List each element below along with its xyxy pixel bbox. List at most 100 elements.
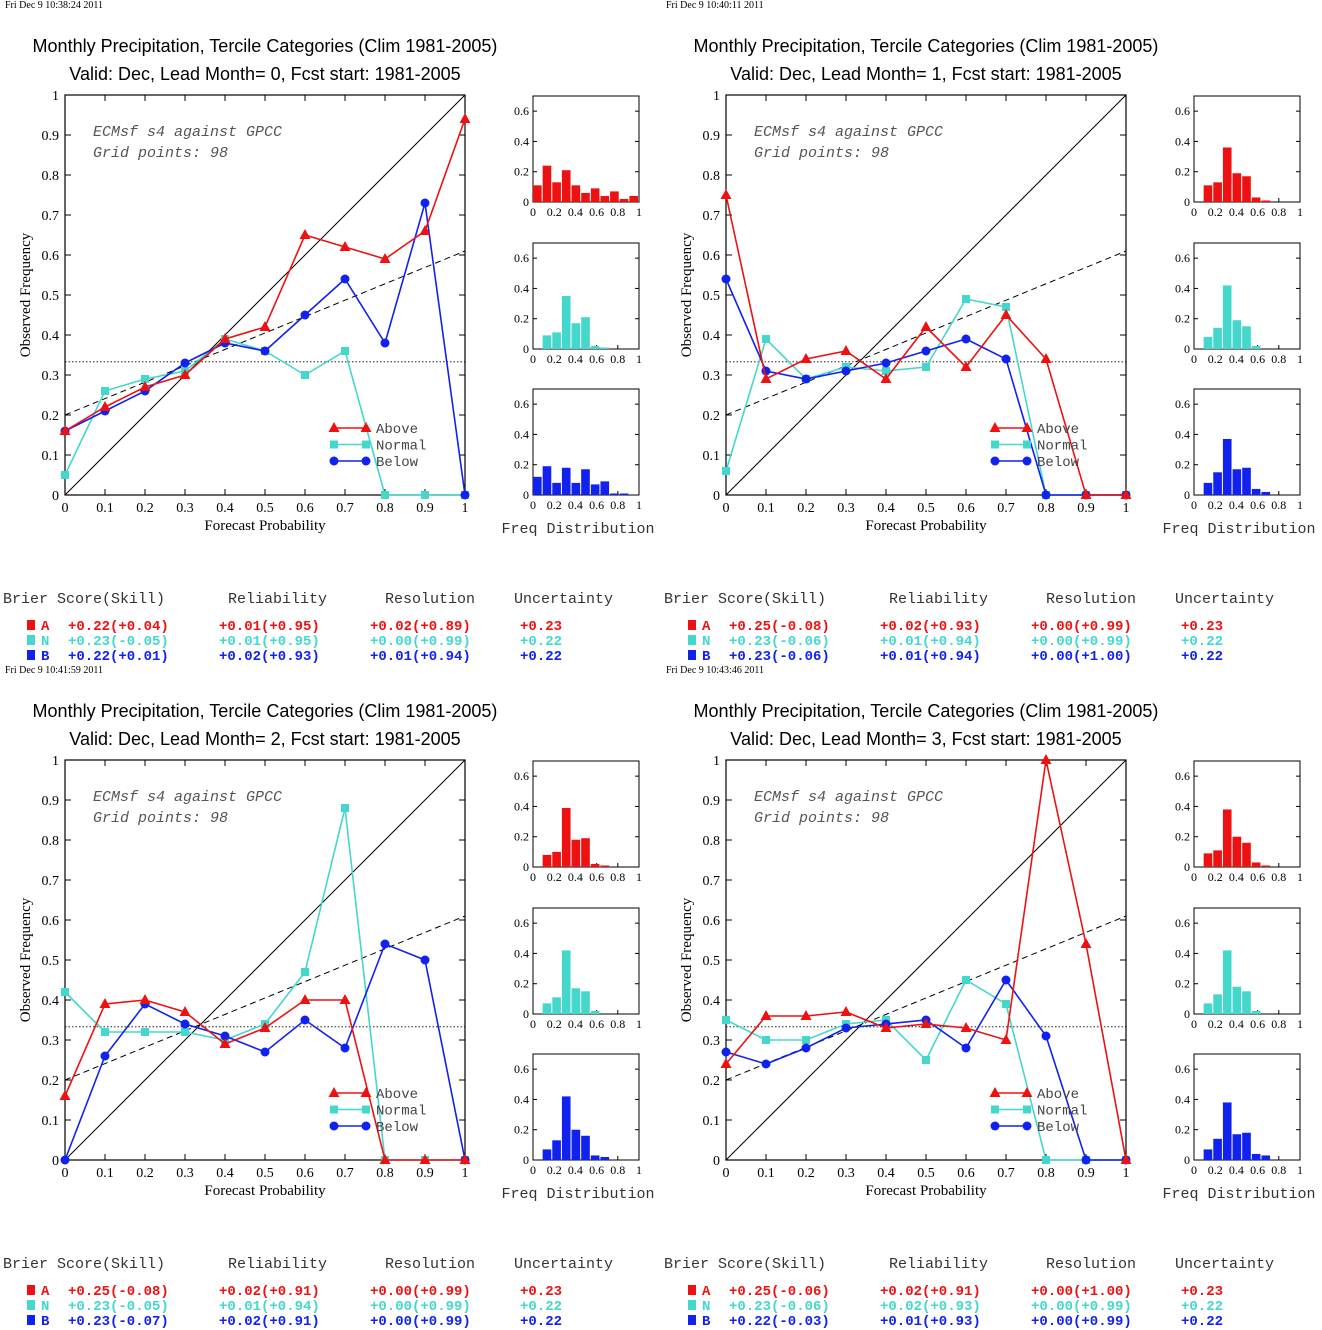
x-tick-label: 0.1 xyxy=(96,501,114,516)
x-tick-label: 0.4 xyxy=(877,1166,895,1181)
score-value: +0.02(+0.93) xyxy=(880,619,981,635)
data-point-normal xyxy=(722,1016,730,1024)
x-tick-label: 0.9 xyxy=(1077,501,1095,516)
hist-bar xyxy=(1261,1155,1271,1160)
hist-bar xyxy=(1213,1138,1222,1160)
y-tick-label: 0.3 xyxy=(703,1034,721,1049)
series-below xyxy=(721,975,1131,1165)
data-point-above xyxy=(419,1154,431,1164)
hist-bar xyxy=(1203,1149,1213,1160)
data-point-above xyxy=(259,1022,271,1032)
x-tick-label: 0.1 xyxy=(96,1166,114,1181)
y-tick-label: 0.8 xyxy=(703,169,721,184)
hist-bar xyxy=(533,185,542,202)
chart-title: Monthly Precipitation, Tercile Categorie… xyxy=(694,701,1159,721)
data-point-normal xyxy=(962,976,970,984)
y-tick-label: 0.7 xyxy=(42,874,60,889)
data-point-below xyxy=(380,338,390,348)
x-tick-label: 0.3 xyxy=(837,1166,855,1181)
category-square xyxy=(27,620,35,630)
x-tick-label: 0.7 xyxy=(997,1166,1015,1181)
x-axis-label: Forecast Probability xyxy=(865,518,987,534)
y-tick-label: 0.5 xyxy=(42,289,60,304)
x-tick-label: 0 xyxy=(62,501,69,516)
hist-bar xyxy=(590,1010,600,1014)
x-tick-label: 0.8 xyxy=(1037,501,1055,516)
data-point-below xyxy=(260,346,270,356)
hist-y-tick-label: 0.4 xyxy=(514,281,529,295)
x-tick-label: 1 xyxy=(1123,501,1130,516)
hist-bar xyxy=(542,854,552,867)
hist-y-tick-label: 0.4 xyxy=(1175,427,1190,441)
chart-subtitle: Valid: Dec, Lead Month= 1, Fcst start: 1… xyxy=(730,64,1121,84)
data-point-below xyxy=(300,1015,310,1025)
score-value: +0.22 xyxy=(520,649,562,665)
x-tick-label: 0.7 xyxy=(336,1166,354,1181)
score-value: +0.23 xyxy=(1181,619,1223,635)
series-line-normal xyxy=(64,338,465,496)
x-tick-label: 0.5 xyxy=(917,1166,935,1181)
x-tick-label: 0.8 xyxy=(376,1166,394,1181)
legend-marker xyxy=(329,456,339,466)
category-square xyxy=(27,1300,35,1310)
hist-y-tick-label: 0.2 xyxy=(1175,312,1190,326)
hist-x-tick-label: 0.8 xyxy=(610,352,625,366)
score-value: +0.01(+0.93) xyxy=(880,1314,981,1330)
category-letter: A xyxy=(41,619,50,635)
hist-bar xyxy=(571,323,581,349)
legend-marker xyxy=(1021,422,1033,432)
x-tick-label: 0.4 xyxy=(877,501,895,516)
hist-x-tick-label: 1 xyxy=(1297,205,1303,219)
score-value: +0.22(+0.01) xyxy=(68,649,169,665)
score-value: +0.22 xyxy=(520,1299,562,1315)
hist-x-tick-label: 0.8 xyxy=(610,1163,625,1177)
hist-bar xyxy=(581,991,590,1014)
x-tick-label: 0.7 xyxy=(997,501,1015,516)
hist-y-tick-label: 0.2 xyxy=(514,165,529,179)
hist-bar xyxy=(1222,1102,1232,1160)
x-tick-label: 0.6 xyxy=(957,1166,975,1181)
score-value: +0.23 xyxy=(1181,1284,1223,1300)
hist-bar xyxy=(1251,488,1261,495)
hist-y-tick-label: 0.6 xyxy=(1175,769,1190,783)
hist-y-tick-label: 0.4 xyxy=(514,946,529,960)
hist-bar xyxy=(561,467,571,495)
hist-x-tick-label: 0.8 xyxy=(1271,498,1286,512)
x-tick-label: 0 xyxy=(723,501,730,516)
score-value: +0.22 xyxy=(520,1314,562,1330)
hist-y-tick-label: 0 xyxy=(523,195,529,209)
x-tick-label: 0.2 xyxy=(136,501,154,516)
data-point-above xyxy=(760,373,772,383)
hist-bar xyxy=(533,476,542,495)
data-point-normal xyxy=(301,968,309,976)
hist-x-tick-label: 0.6 xyxy=(1250,498,1265,512)
hist-x-tick-label: 0.2 xyxy=(547,498,562,512)
category-letter: N xyxy=(41,634,49,650)
x-axis-label: Forecast Probability xyxy=(204,518,326,534)
data-point-normal xyxy=(1002,303,1010,311)
data-point-normal xyxy=(301,371,309,379)
data-point-below xyxy=(841,1023,851,1033)
score-value: +0.02(+0.91) xyxy=(219,1284,320,1300)
y-axis-label: Observed Frequency xyxy=(679,897,695,1022)
data-point-below xyxy=(1001,975,1011,985)
data-point-normal xyxy=(181,1028,189,1036)
series-above xyxy=(59,994,471,1164)
hist-bar xyxy=(552,997,561,1014)
score-value: +0.23(-0.06) xyxy=(729,649,830,665)
hist-y-tick-label: 0.4 xyxy=(1175,1092,1190,1106)
y-axis-label: Observed Frequency xyxy=(18,232,34,357)
score-value: +0.02(+0.93) xyxy=(880,1299,981,1315)
no-skill-line xyxy=(725,250,1127,416)
data-point-below xyxy=(1001,354,1011,364)
data-point-above xyxy=(339,994,351,1004)
score-header: Brier Score(Skill) xyxy=(3,1256,165,1273)
hist-bar xyxy=(610,493,619,495)
score-value: +0.00(+0.99) xyxy=(370,634,471,650)
hist-x-tick-label: 0.4 xyxy=(1229,205,1244,219)
hist-bar xyxy=(552,851,561,867)
no-skill-line xyxy=(64,250,466,416)
hist-bar xyxy=(1232,320,1242,349)
data-point-above xyxy=(880,373,892,383)
legend-marker xyxy=(362,440,370,449)
